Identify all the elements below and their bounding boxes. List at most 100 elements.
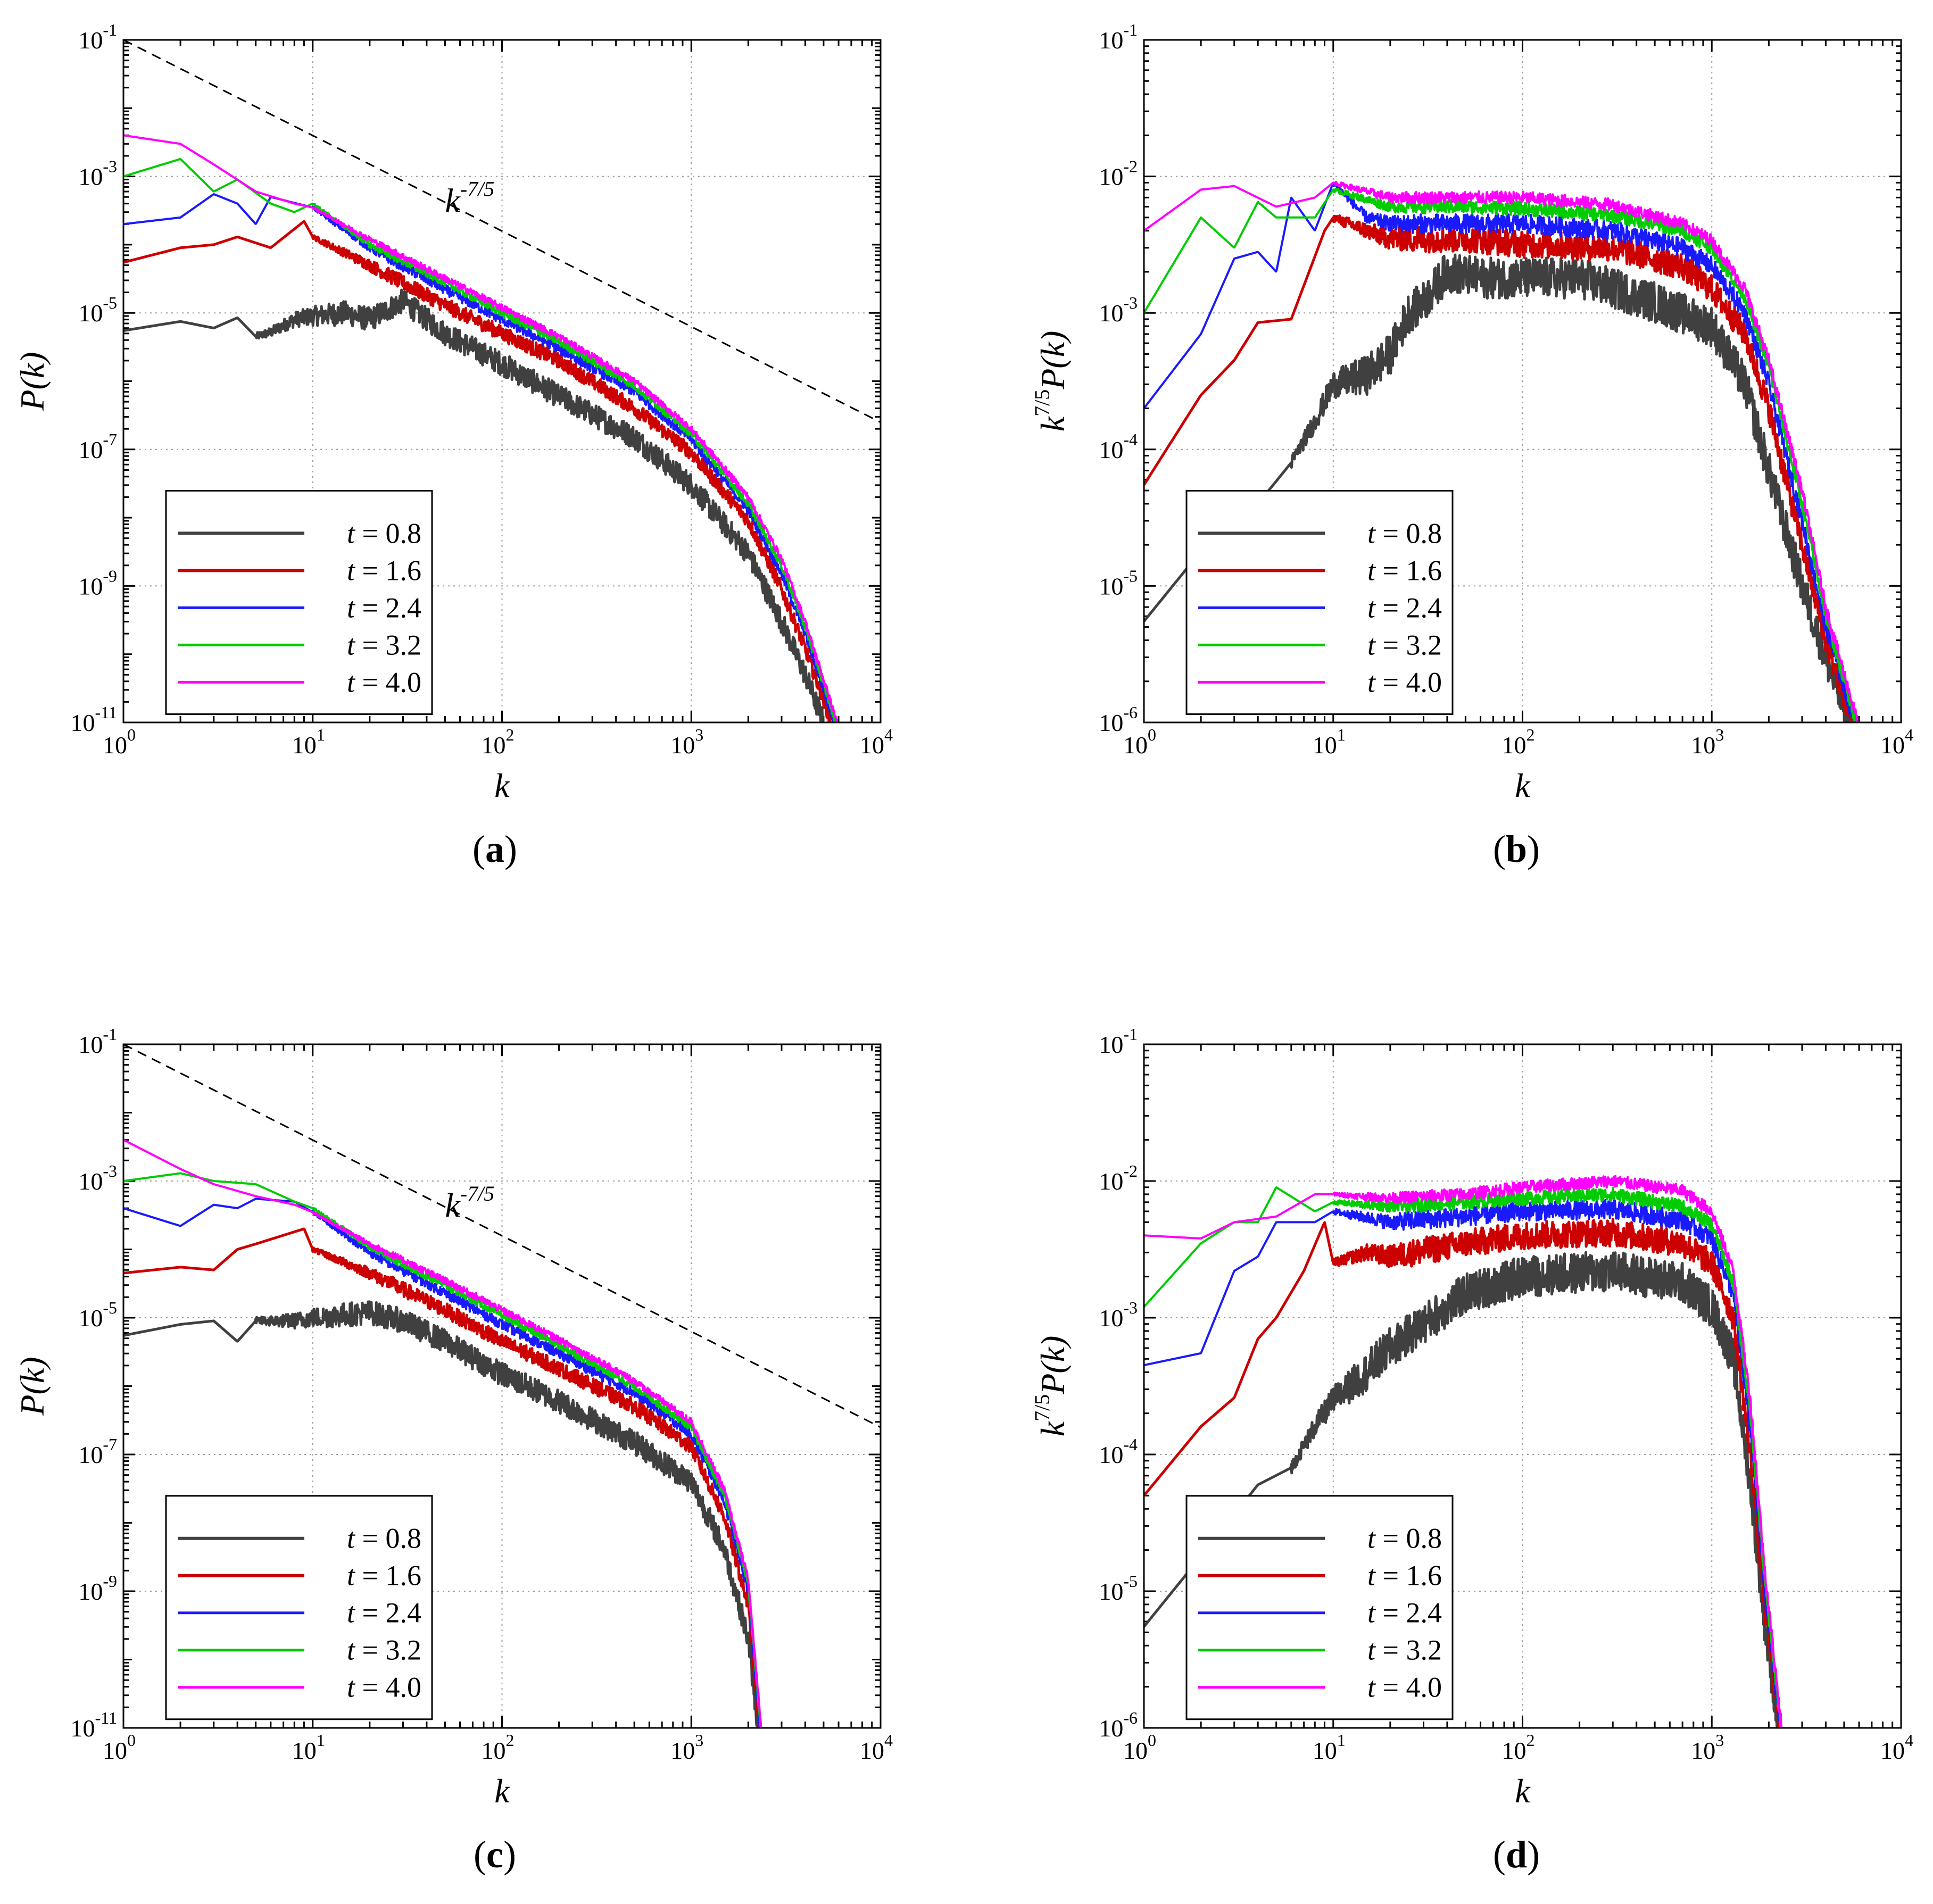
x-tick-label: 103 [670,1731,703,1764]
legend-box [165,489,433,715]
y-tick-label: 10-2 [1099,1161,1138,1195]
ticks [1143,1044,1901,1729]
series-line-32 [123,1172,762,1727]
legend-label: t = 3.2 [1367,1634,1442,1666]
legend-label: t = 4.0 [1367,666,1442,698]
series-line-16 [123,220,832,722]
legend-box [1185,489,1454,715]
x-tick-label: 104 [860,725,893,759]
legend-box [165,1495,433,1720]
legend-label: t = 4.0 [347,666,421,698]
legend-label: t = 4.0 [1367,1672,1442,1703]
ticks [122,1044,881,1729]
series-line-24 [123,193,834,722]
x-tick-label: 102 [1502,1731,1535,1764]
x-tick-label: 104 [860,1731,893,1764]
reference-line-label: k-7/5 [445,1182,494,1224]
y-tick-label: 10-3 [78,157,117,190]
legend-label: t = 0.8 [1367,1523,1442,1554]
legend-label: t = 0.8 [1367,517,1442,549]
series-line-08 [123,1300,759,1728]
reference-line-label: k-7/5 [445,177,494,220]
y-axis-label: P(k) [13,1357,51,1416]
y-tick-label: 10-2 [1099,157,1138,190]
y-tick-label: 10-11 [71,703,117,736]
x-tick-label: 101 [1313,1731,1346,1764]
y-tick-label: 10-6 [1099,703,1138,736]
y-tick-label: 10-7 [78,430,117,463]
series-line-40 [1144,1175,1783,1728]
legend-box [1185,1495,1454,1720]
x-tick-label: 102 [482,1731,515,1764]
legend-label: t = 1.6 [347,1560,421,1592]
series-line-24 [1144,1199,1781,1726]
x-axis-label: k [494,767,510,804]
x-tick-label: 100 [1123,725,1156,759]
axes-frame [1143,39,1902,724]
series-line-40 [123,134,839,722]
x-axis-label: k [1515,1772,1531,1810]
legend-label: t = 3.2 [347,629,421,661]
reference-line-k-minus-7-5 [123,40,881,423]
x-tick-label: 103 [670,725,703,759]
x-tick-label: 101 [1313,725,1346,759]
x-tick-label: 103 [1691,1731,1724,1764]
axes-frame [122,39,882,724]
panel-b: 100 101 102 103 104 10-6 10-5 10-4 10-3 10-2 10-1 k… [1030,20,1913,870]
y-tick-label: 10-3 [1099,1298,1138,1332]
y-tick-label: 10-1 [1099,20,1138,54]
x-tick-label: 102 [1502,725,1535,759]
plot-area [123,40,881,722]
x-tick-label: 100 [1123,1731,1156,1764]
series-line-32 [1144,187,1857,722]
x-tick-label: 101 [292,1731,325,1764]
legend: t = 0.8 t = 1.6 t = 2.4 t = 3.2 t = 4.0 [1185,1495,1454,1720]
x-tick-label: 102 [482,725,515,759]
panel-caption: (a) [472,828,517,870]
y-axis-label: P(k) [13,352,51,411]
y-tick-label: 10-1 [78,1025,117,1058]
legend-label: t = 3.2 [347,1634,421,1666]
y-tick-label: 10-4 [1099,430,1138,463]
legend: t = 0.8 t = 1.6 t = 2.4 t = 3.2 t = 4.0 [1185,489,1454,715]
series-line-40 [123,1138,762,1728]
series-line-24 [1144,182,1856,722]
y-tick-label: 10-3 [78,1161,117,1195]
legend: t = 0.8 t = 1.6 t = 2.4 t = 3.2 t = 4.0 [165,489,433,715]
panel-d: 100 101 102 103 104 10-6 10-5 10-4 10-3 10-2 10-1 k… [1030,1025,1913,1876]
x-tick-label: 100 [103,725,136,759]
legend-label: t = 0.8 [347,1523,421,1554]
y-tick-label: 10-1 [1099,1025,1138,1058]
panel-caption: (d) [1493,1833,1540,1876]
series-line-16 [1144,1218,1780,1728]
y-axis-label: k7/5P(k) [1030,331,1072,432]
y-tick-label: 10-6 [1099,1708,1138,1742]
legend-label: t = 2.4 [1367,592,1442,623]
legend-label: t = 0.8 [347,517,421,549]
reference-line-k-minus-7-5 [123,1044,881,1428]
x-tick-label: 104 [1880,725,1913,759]
panel-caption: (b) [1493,828,1540,870]
legend-label: t = 1.6 [1367,554,1442,586]
y-axis-label: k7/5P(k) [1030,1336,1072,1437]
series-line-16 [1144,214,1853,722]
plot-area [123,1044,881,1728]
x-tick-label: 101 [292,725,325,759]
y-tick-label: 10-5 [78,293,117,327]
legend-label: t = 1.6 [347,554,421,586]
legend-label: t = 2.4 [347,1597,421,1629]
x-axis-label: k [1515,767,1531,804]
legend: t = 0.8 t = 1.6 t = 2.4 t = 3.2 t = 4.0 [165,1495,433,1720]
legend-label: t = 2.4 [347,592,421,623]
panel-a: 100 101 102 103 104 10-11 10-9 10-7 10-5 10-3 10-1… [13,20,893,870]
legend-label: t = 3.2 [1367,629,1442,661]
y-tick-label: 10-11 [71,1708,117,1742]
x-tick-label: 103 [1691,725,1724,759]
y-tick-label: 10-3 [1099,293,1138,327]
y-tick-label: 10-4 [1099,1435,1138,1468]
panel-caption: (c) [474,1833,516,1876]
y-tick-label: 10-5 [1099,1572,1138,1605]
series-line-16 [123,1227,760,1728]
legend-label: t = 1.6 [1367,1560,1442,1592]
